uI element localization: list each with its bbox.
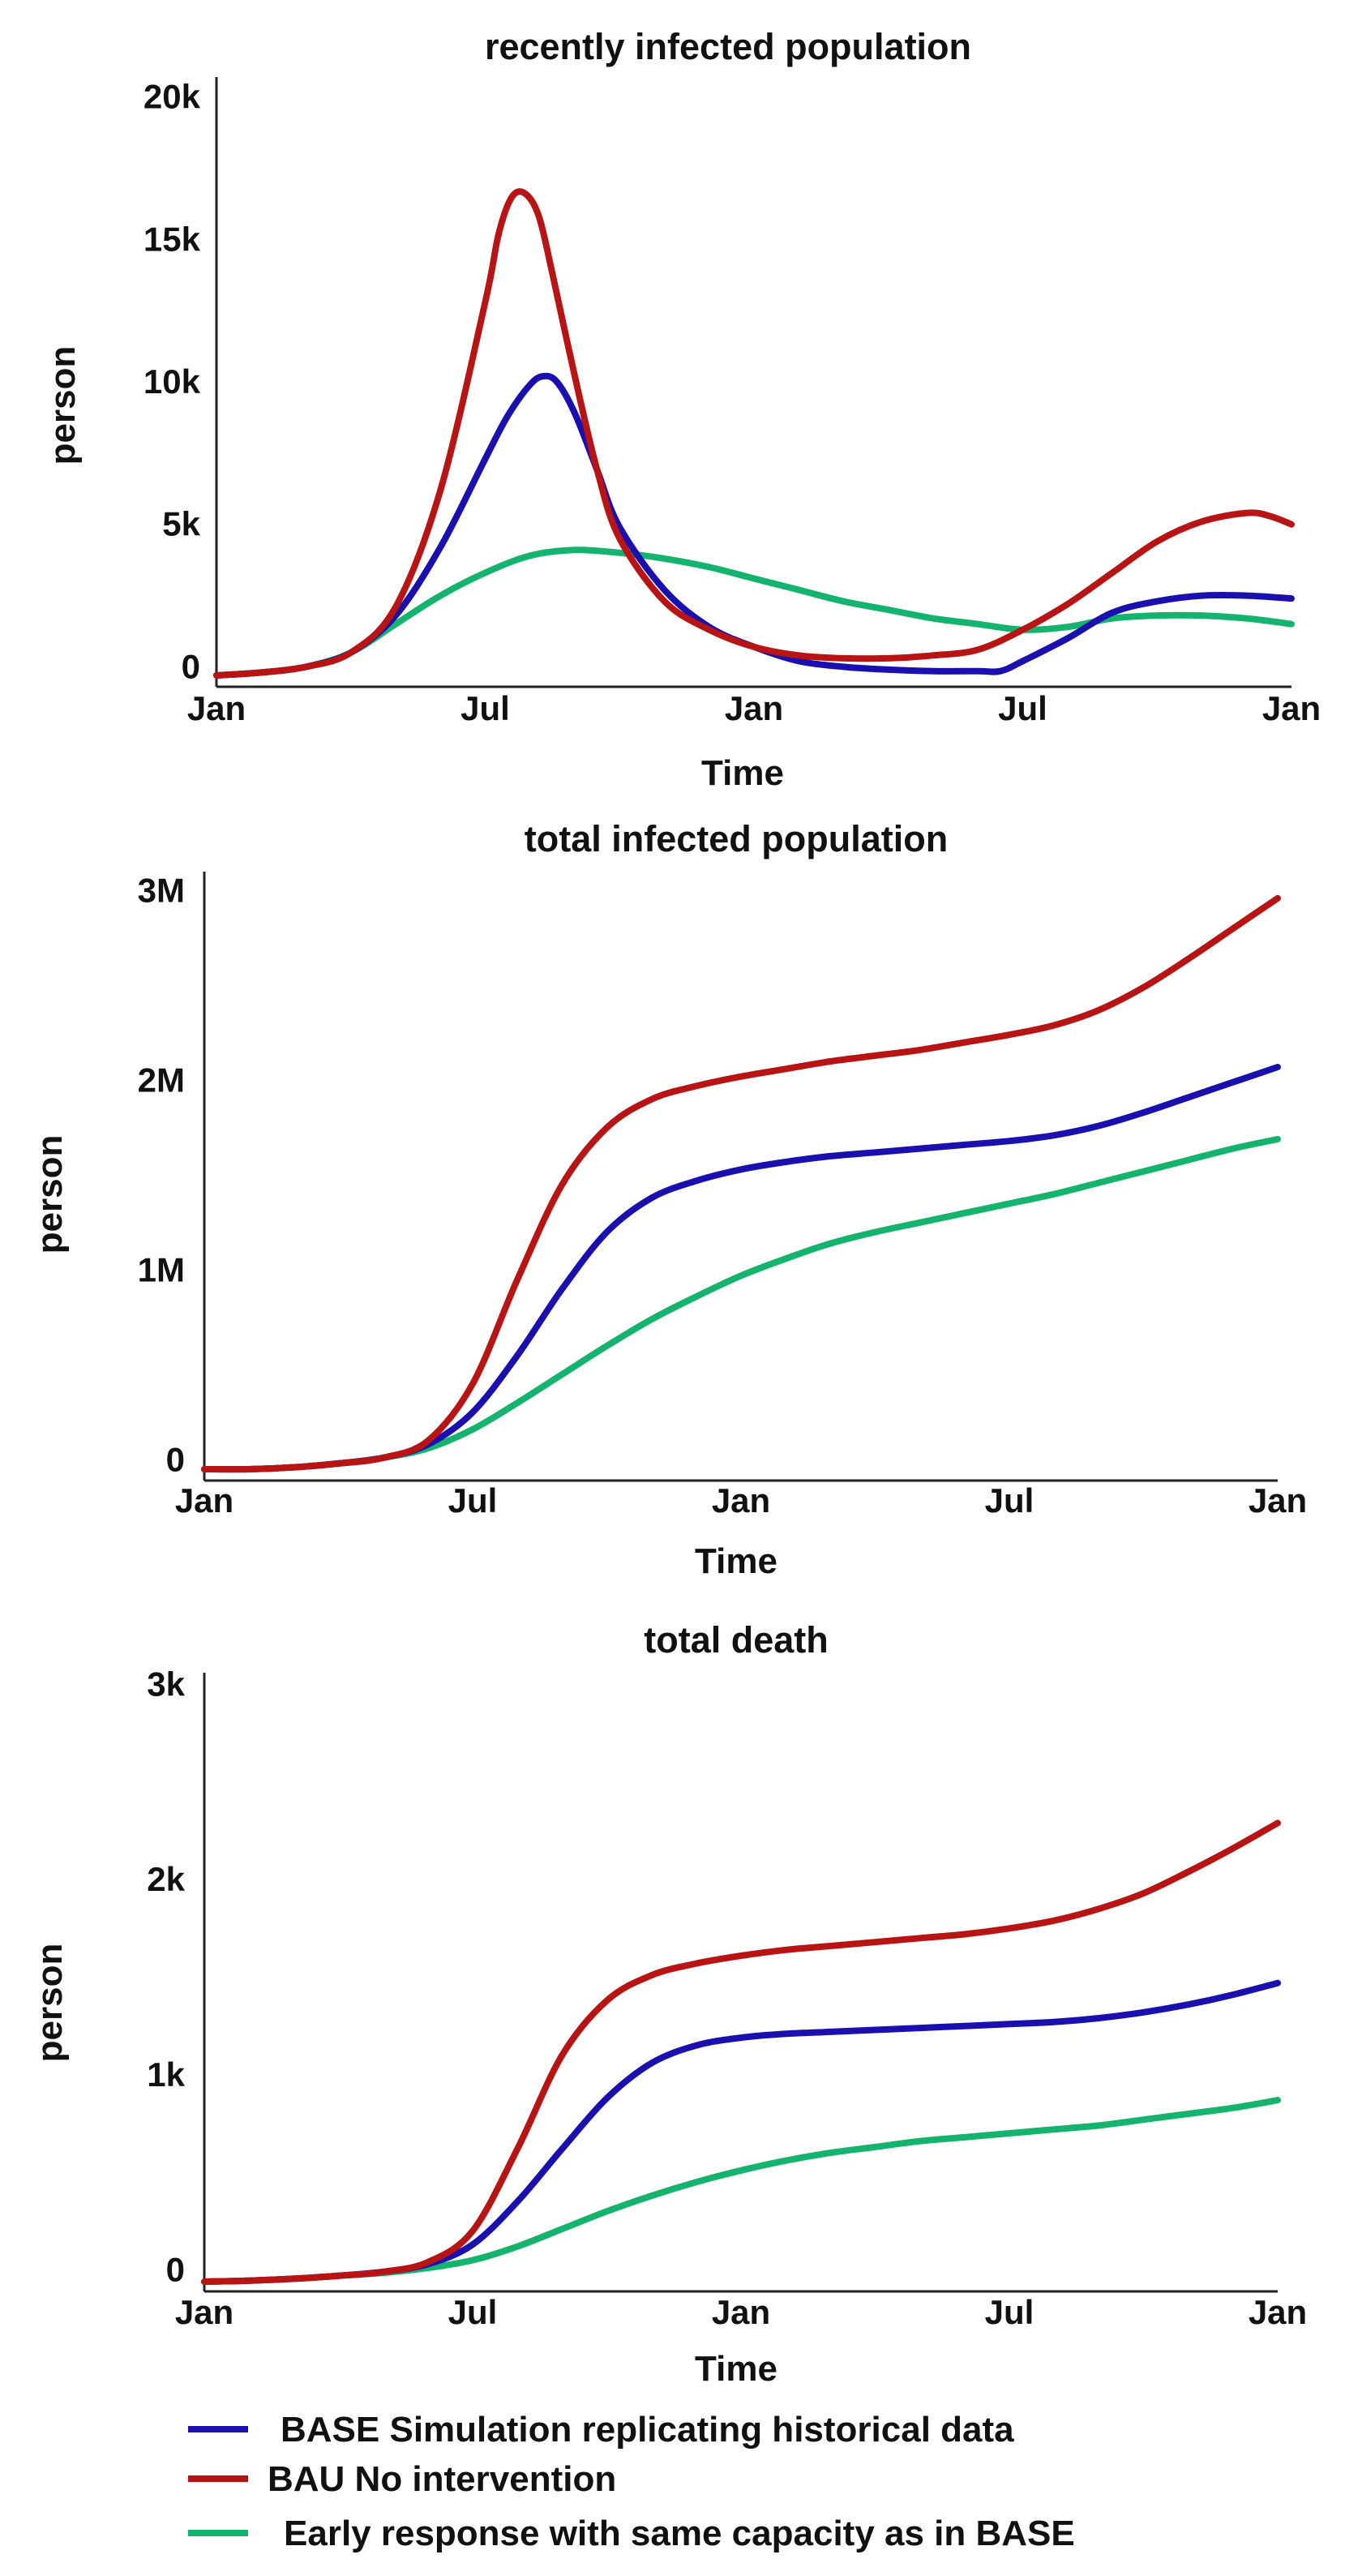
y-tick-label: 2M (138, 1061, 185, 1099)
y-axis-label: person (30, 1135, 70, 1254)
y-tick-label: 5k (162, 505, 200, 543)
series-line-early (201, 1135, 1281, 1473)
series-line-base (201, 1979, 1281, 2285)
x-tick-label: Jan (175, 2293, 233, 2331)
x-axis-label: Time (695, 2349, 777, 2389)
x-tick-label: Jul (448, 1481, 498, 1519)
legend-label-early: Early response with same capacity as in … (284, 2514, 1075, 2553)
legend: BASE Simulation replicating historical d… (188, 2410, 1075, 2553)
series-line-base (201, 1064, 1281, 1473)
x-tick-label: Jul (985, 1481, 1034, 1519)
y-tick-label: 1M (138, 1250, 185, 1288)
x-tick-label: Jul (998, 689, 1047, 727)
series-line-early (201, 2097, 1281, 2285)
x-tick-label: Jan (1262, 689, 1321, 727)
x-tick-label: Jan (725, 689, 783, 727)
x-tick-label: Jan (1249, 1481, 1307, 1519)
chart-total-death: total death person Time 0 1k 2k 3k Jan Jul Jan… (30, 1619, 1307, 2389)
chart-recently-infected: recently infected population person Time… (43, 26, 1321, 793)
x-tick-label: Jan (1249, 2293, 1307, 2331)
x-tick-label: Jul (460, 689, 510, 727)
series-line-bau (213, 188, 1295, 679)
y-axis-label: person (30, 1944, 70, 2063)
y-tick-label: 0 (182, 647, 200, 685)
x-tick-label: Jan (712, 2293, 770, 2331)
y-tick-label: 0 (166, 1440, 185, 1478)
y-tick-label: 10k (143, 362, 201, 401)
tick-labels: 0 5k 10k 15k 20k Jan Jul Jan Jul Jan (143, 78, 1321, 727)
series-lines (201, 894, 1281, 1473)
series-lines (201, 1819, 1281, 2285)
x-axis-label: Time (695, 1541, 777, 1581)
y-tick-label: 15k (143, 220, 201, 258)
series-lines (213, 188, 1295, 679)
y-tick-label: 0 (166, 2251, 185, 2289)
chart-title: total death (644, 1619, 829, 1661)
x-tick-label: Jan (187, 689, 246, 727)
y-tick-label: 1k (147, 2055, 185, 2094)
series-line-base (213, 372, 1295, 679)
x-tick-label: Jan (712, 1481, 770, 1519)
series-line-early (213, 546, 1295, 679)
x-axis-label: Time (701, 753, 784, 793)
y-tick-label: 3M (138, 871, 185, 909)
x-tick-label: Jan (175, 1481, 233, 1519)
series-line-bau (201, 1819, 1281, 2285)
chart-title: recently infected population (485, 26, 971, 67)
y-tick-label: 2k (147, 1860, 185, 1898)
tick-labels: 0 1k 2k 3k Jan Jul Jan Jul Jan (147, 1665, 1307, 2331)
chart-total-infected: total infected population person Time 0 1… (30, 818, 1307, 1581)
y-axis-label: person (43, 346, 83, 465)
chart-title: total infected population (525, 818, 948, 859)
y-tick-label: 20k (143, 78, 201, 116)
legend-label-bau: BAU No intervention (268, 2459, 616, 2499)
y-tick-label: 3k (147, 1665, 185, 1703)
x-tick-label: Jul (985, 2293, 1034, 2331)
x-tick-label: Jul (448, 2293, 498, 2331)
legend-label-base: BASE Simulation replicating historical d… (281, 2410, 1014, 2450)
tick-labels: 0 1M 2M 3M Jan Jul Jan Jul Jan (138, 871, 1308, 1519)
series-line-bau (201, 894, 1281, 1473)
